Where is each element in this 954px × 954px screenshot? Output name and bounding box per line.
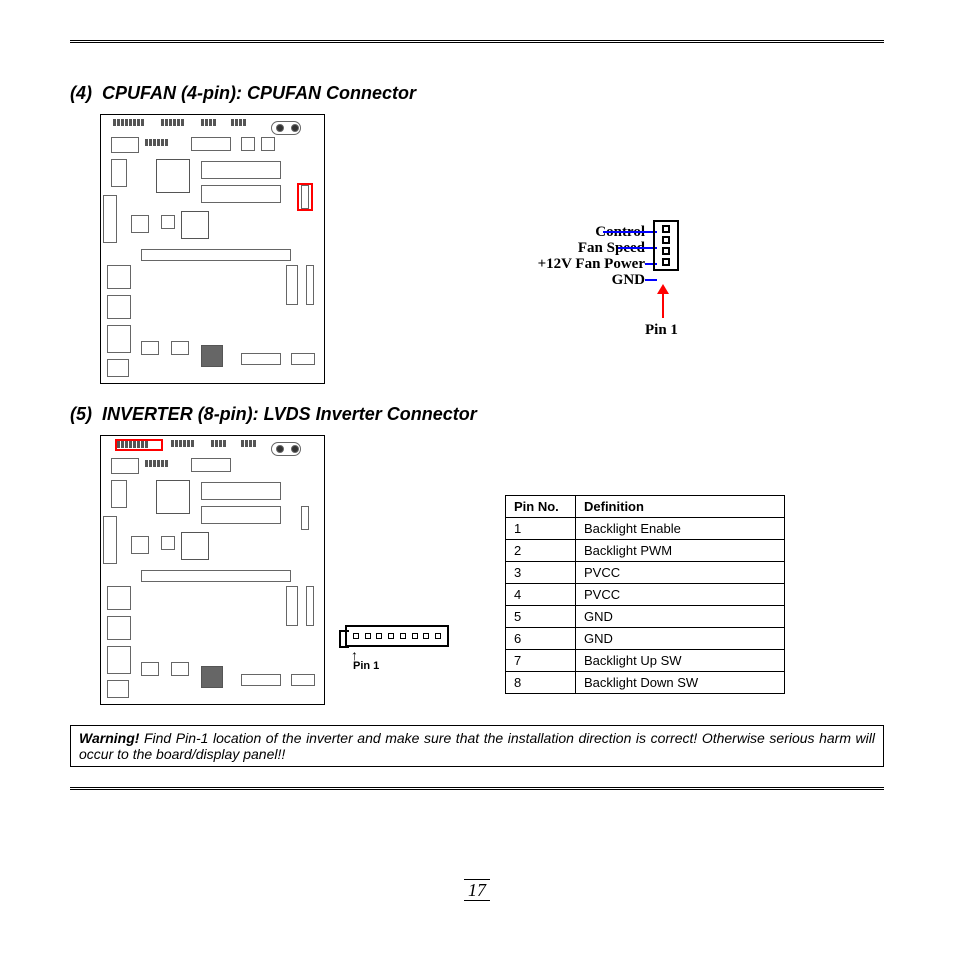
table-row: 7Backlight Up SW (506, 650, 785, 672)
table-row: 1Backlight Enable (506, 518, 785, 540)
pin4-label-gnd: GND (495, 272, 645, 288)
inverter-connector-icon (345, 625, 449, 647)
cpufan-connector-icon (653, 220, 679, 271)
board-diagram-1 (100, 114, 325, 384)
table-row: 5GND (506, 606, 785, 628)
table-row: 2Backlight PWM (506, 540, 785, 562)
th-definition: Definition (576, 496, 785, 518)
table-row: 4PVCC (506, 584, 785, 606)
table-row: 6GND (506, 628, 785, 650)
table-row: 3PVCC (506, 562, 785, 584)
pin1-label: Pin 1 (645, 322, 678, 339)
warning-lead: Warning! (79, 730, 139, 746)
inverter-pin-tbody: 1Backlight Enable 2Backlight PWM 3PVCC 4… (506, 518, 785, 694)
board-diagram-2 (100, 435, 325, 705)
th-pinno: Pin No. (506, 496, 576, 518)
inverter-pin1-label: Pin 1 (353, 660, 465, 672)
inverter-pin-table: Pin No. Definition 1Backlight Enable 2Ba… (505, 495, 785, 694)
section4-heading: (4) CPUFAN (4-pin): CPUFAN Connector (70, 83, 884, 104)
warning-text: Find Pin-1 location of the inverter and … (79, 730, 875, 762)
page: (4) CPUFAN (4-pin): CPUFAN Connector (70, 40, 884, 790)
page-number: 17 (0, 880, 954, 901)
section5-heading: (5) INVERTER (8-pin): LVDS Inverter Conn… (70, 404, 884, 425)
bottom-rule (70, 787, 884, 790)
cpufan-pinout: Control Fan Speed +12V Fan Power GND Pin… (495, 224, 755, 374)
section4-row: Control Fan Speed +12V Fan Power GND Pin… (70, 114, 884, 384)
table-row: 8Backlight Down SW (506, 672, 785, 694)
pin1-arrow-icon (662, 292, 664, 318)
top-rule (70, 40, 884, 43)
pin4-label-12v: +12V Fan Power (495, 256, 645, 272)
inverter-connector: ↑ Pin 1 (345, 625, 465, 685)
pin1-arrow-small-icon: ↑ Pin 1 (351, 650, 465, 672)
section5-row: ↑ Pin 1 Pin No. Definition 1Backlight En… (70, 435, 884, 705)
warning-box: Warning! Find Pin-1 location of the inve… (70, 725, 884, 767)
